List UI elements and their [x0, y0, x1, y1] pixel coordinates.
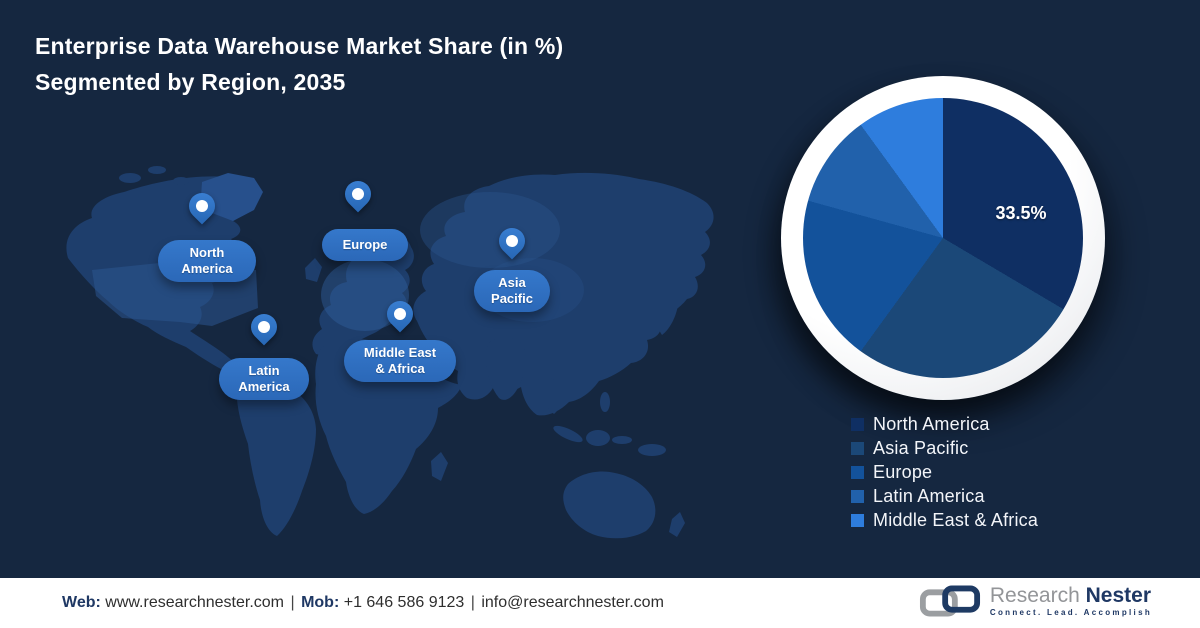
- continent-australia: [563, 471, 656, 539]
- chart-legend: North America Asia Pacific Europe Latin Ame…: [851, 412, 1038, 532]
- pie-value-label: 33.5%: [995, 203, 1047, 223]
- web-label: Web:: [62, 594, 101, 611]
- title-line-2: Segmented by Region, 2035: [35, 69, 346, 95]
- new-zealand: [669, 512, 685, 537]
- map-label-asia-pacific: Asia Pacific: [474, 270, 550, 312]
- map-label-latin-america: Latin America: [219, 358, 309, 400]
- map-label-line: & Africa: [375, 361, 425, 376]
- japan: [657, 295, 678, 335]
- pie-chart: 33.5%: [781, 76, 1105, 400]
- map-label-line: America: [181, 261, 233, 276]
- legend-label: Latin America: [873, 485, 985, 506]
- world-map-container: North America Europe Asia Pacific Latin Americ…: [60, 140, 720, 540]
- continent-europe: [312, 235, 414, 355]
- logo-tagline: Connect. Lead. Accomplish: [989, 608, 1152, 617]
- email-value: info@researchnester.com: [481, 594, 664, 611]
- mob-label: Mob:: [301, 594, 340, 611]
- pie-slices: [803, 98, 1083, 378]
- map-label-line: Middle East: [363, 345, 437, 360]
- logo-name-primary: Research: [989, 584, 1080, 607]
- continent-africa: [315, 339, 462, 514]
- map-label-line: Pacific: [491, 291, 533, 306]
- map-label-line: Asia: [498, 275, 526, 290]
- continent-south-america: [236, 378, 316, 536]
- legend-item: Middle East & Africa: [851, 508, 1038, 532]
- logo-name-secondary: Nester: [1085, 584, 1151, 607]
- separator: |: [470, 594, 475, 611]
- legend-label: Europe: [873, 461, 933, 482]
- legend-swatch: [851, 489, 864, 503]
- legend-item: Latin America: [851, 484, 1038, 508]
- legend-label: Middle East & Africa: [873, 509, 1039, 530]
- india: [485, 337, 526, 400]
- legend-swatch: [851, 441, 864, 455]
- page-title: Enterprise Data Warehouse Market Share (…: [35, 28, 563, 100]
- legend-label: North America: [873, 413, 990, 434]
- web-value: www.researchnester.com: [105, 594, 284, 611]
- mob-value: +1 646 586 9123: [343, 594, 465, 611]
- map-label-line: Europe: [342, 237, 388, 252]
- research-nester-logo: Research Nester Connect. Lead. Accomplis…: [919, 584, 1152, 618]
- indochina: [536, 377, 563, 414]
- logo-text: Research Nester Connect. Lead. Accomplis…: [989, 585, 1152, 618]
- greenland: [201, 173, 263, 221]
- chain-link-icon: [919, 585, 980, 617]
- legend-label: Asia Pacific: [873, 437, 969, 458]
- legend-swatch: [851, 417, 864, 431]
- world-map: [66, 166, 714, 539]
- british-isles: [305, 258, 322, 282]
- map-label-line: Latin: [248, 363, 280, 378]
- legend-item: Asia Pacific: [851, 436, 1038, 460]
- legend-swatch: [851, 513, 864, 527]
- title-line-1: Enterprise Data Warehouse Market Share (…: [35, 33, 564, 59]
- legend-item: Europe: [851, 460, 1038, 484]
- legend-swatch: [851, 465, 864, 479]
- map-label-middle-east-africa: Middle East & Africa: [344, 340, 456, 382]
- footer-bar: Web: www.researchnester.com | Mob: +1 64…: [0, 578, 1200, 628]
- map-label-north-america: North America: [158, 240, 256, 282]
- contact-info: Web: www.researchnester.com | Mob: +1 64…: [62, 594, 664, 612]
- map-label-europe: Europe: [322, 229, 408, 261]
- legend-item: North America: [851, 412, 1038, 436]
- logo-name: Research Nester: [990, 585, 1152, 607]
- map-label-line: America: [238, 379, 290, 394]
- map-label-line: North: [189, 245, 225, 260]
- madagascar: [431, 452, 448, 481]
- separator: |: [290, 594, 295, 611]
